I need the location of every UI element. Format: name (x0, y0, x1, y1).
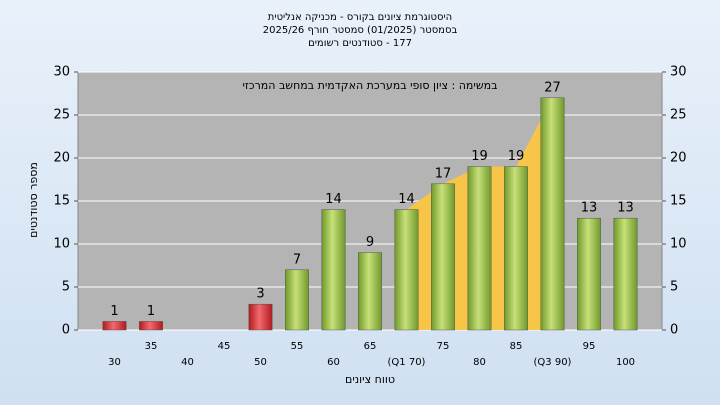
x-tick-label: 35 (145, 341, 158, 352)
x-tick-label: (Q1 70) (388, 357, 426, 368)
data-label: 7 (293, 252, 301, 267)
chart-title: היסטוגרמת ציונים בקורס - מכניקה אנליטית (268, 12, 452, 23)
chart-subtitle: בסמסטר (01/2025) סמסטר חורף 2025/26 (263, 25, 458, 36)
x-tick-label: (Q3 90) (534, 357, 572, 368)
y-tick-label: 15 (53, 194, 70, 209)
data-label: 14 (325, 192, 342, 207)
x-tick-label: 95 (583, 341, 596, 352)
x-tick-label: 100 (616, 357, 635, 368)
bar (321, 209, 346, 331)
x-tick-label: 65 (364, 341, 377, 352)
data-label: 14 (398, 192, 415, 207)
y2-tick-label: 30 (670, 65, 687, 80)
x-tick-label: 60 (327, 357, 340, 368)
bar (394, 209, 419, 331)
bar (504, 166, 528, 331)
bar (139, 321, 163, 331)
x-tick-label: 85 (510, 341, 523, 352)
y2-tick-label: 15 (670, 194, 687, 209)
bar (467, 166, 492, 331)
data-label: 19 (508, 149, 525, 164)
data-label: 13 (617, 201, 634, 216)
y-tick-label: 30 (53, 65, 70, 80)
annotation: במשימה : ציון סופי במערכת האקדמית במחשב … (243, 79, 498, 92)
y-tick-label: 25 (53, 108, 70, 123)
bar (358, 252, 382, 331)
y2-tick-label: 10 (670, 237, 687, 252)
bar (102, 321, 127, 331)
bar (577, 217, 601, 331)
data-label: 27 (544, 80, 561, 95)
x-tick-label: 50 (254, 357, 267, 368)
x-axis-label: טווח ציונים (345, 373, 395, 386)
bar (540, 97, 565, 331)
x-tick-label: 80 (473, 357, 486, 368)
y-tick-label: 0 (62, 323, 70, 338)
y2-tick-label: 25 (670, 108, 687, 123)
data-label: 1 (110, 304, 118, 319)
data-label: 3 (256, 287, 264, 302)
data-label: 13 (581, 201, 598, 216)
x-tick-label: 45 (218, 341, 231, 352)
data-label: 9 (366, 235, 374, 250)
y2-tick-label: 0 (670, 323, 678, 338)
bar (248, 303, 273, 331)
y-tick-label: 20 (53, 151, 70, 166)
x-tick-label: 40 (181, 357, 194, 368)
y-tick-label: 5 (62, 280, 70, 295)
x-tick-label: 55 (291, 341, 304, 352)
bar (613, 217, 638, 331)
y2-tick-label: 5 (670, 280, 678, 295)
y2-tick-label: 20 (670, 151, 687, 166)
y-tick-label: 10 (53, 237, 70, 252)
data-label: 17 (435, 166, 452, 181)
bar (431, 183, 455, 331)
chart-subtitle: 177 - סטודנטים רשומים (308, 38, 412, 49)
data-label: 19 (471, 149, 488, 164)
y-axis-label: מספר סטודנטים (27, 162, 40, 238)
data-label: 1 (147, 304, 155, 319)
x-tick-label: 75 (437, 341, 450, 352)
x-tick-label: 30 (108, 357, 121, 368)
bar (285, 269, 309, 331)
